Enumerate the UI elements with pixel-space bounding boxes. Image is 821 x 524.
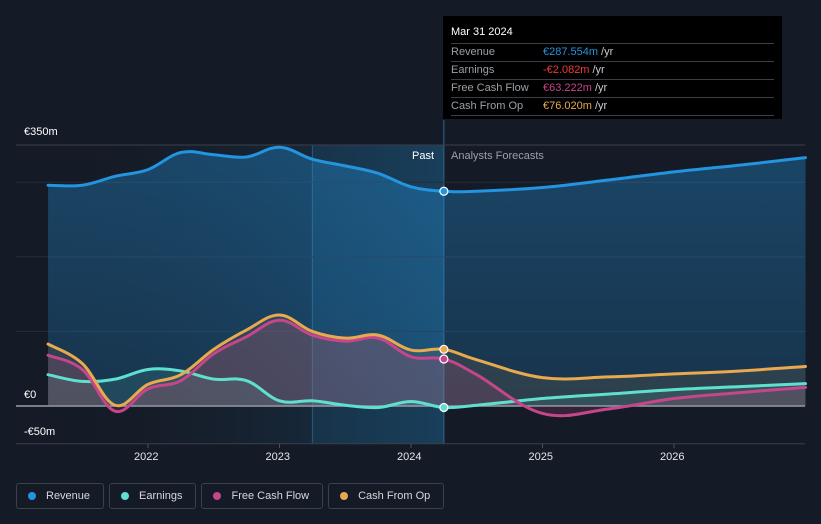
tooltip-label: Free Cash Flow: [451, 82, 529, 94]
tooltip-unit: /yr: [594, 100, 608, 112]
x-tick-label: 2024: [397, 451, 422, 463]
past-label: Past: [412, 150, 435, 162]
y-tick-label: -€50m: [24, 426, 56, 438]
legend-item-revenue[interactable]: Revenue: [16, 483, 105, 509]
x-tick-label: 2026: [660, 451, 685, 463]
line-earnings: [46, 367, 807, 410]
line-free-cash-flow: [46, 318, 807, 418]
tooltip-value: €63.222m: [543, 82, 592, 94]
legend-item-cash-from-op[interactable]: Cash From Op: [328, 483, 445, 509]
marker-free-cash-flow: [439, 354, 449, 364]
tooltip-unit: /yr: [601, 46, 614, 58]
marker-cash-from-op: [439, 344, 449, 354]
y-tick-label: €350m: [24, 126, 58, 138]
tooltip-unit: /yr: [592, 64, 605, 76]
legend-label: Earnings: [139, 490, 183, 502]
tooltip-row-cash-from-op: Cash From Op €76.020m /yr: [451, 98, 774, 116]
tooltip-unit: /yr: [594, 82, 608, 94]
x-tick-label: 2022: [134, 451, 159, 463]
y-tick-label: €0: [24, 389, 37, 401]
legend-dot-icon: [28, 492, 36, 500]
tooltip-row-earnings: Earnings -€2.082m /yr: [451, 62, 774, 80]
area-earnings: [48, 368, 806, 408]
tooltip-label: Revenue: [451, 46, 496, 58]
legend-label: Revenue: [46, 490, 91, 502]
area-cash-from-op: [48, 315, 806, 406]
tooltip-label: Cash From Op: [451, 100, 524, 112]
tooltip-value: €287.554m: [543, 46, 599, 58]
tooltip-label: Earnings: [451, 64, 495, 76]
legend: Revenue Earnings Free Cash Flow Cash Fro…: [16, 483, 445, 509]
area-free-cash-flow: [48, 320, 806, 416]
x-tick-label: 2023: [265, 451, 290, 463]
legend-label: Free Cash Flow: [231, 490, 310, 502]
line-cash-from-op: [46, 313, 807, 408]
marker-revenue: [439, 186, 449, 196]
legend-dot-icon: [340, 492, 349, 500]
tooltip-date: Mar 31 2024: [451, 24, 774, 44]
legend-dot-icon: [213, 492, 222, 500]
legend-dot-icon: [121, 492, 130, 500]
tooltip-row-revenue: Revenue €287.554m /yr: [451, 44, 774, 62]
tooltip-value: €76.020m: [543, 100, 592, 112]
legend-item-earnings[interactable]: Earnings: [109, 483, 197, 509]
tooltip-row-free-cash-flow: Free Cash Flow €63.222m /yr: [451, 80, 774, 98]
forecast-label: Analysts Forecasts: [451, 150, 544, 162]
x-tick-label: 2025: [528, 451, 553, 463]
marker-earnings: [439, 402, 449, 413]
tooltip-value: -€2.082m: [543, 64, 590, 76]
line-revenue: [46, 145, 807, 194]
legend-label: Cash From Op: [358, 490, 431, 502]
tooltip: Mar 31 2024 Revenue €287.554m /yr Earnin…: [443, 16, 782, 119]
legend-item-free-cash-flow[interactable]: Free Cash Flow: [201, 483, 324, 509]
